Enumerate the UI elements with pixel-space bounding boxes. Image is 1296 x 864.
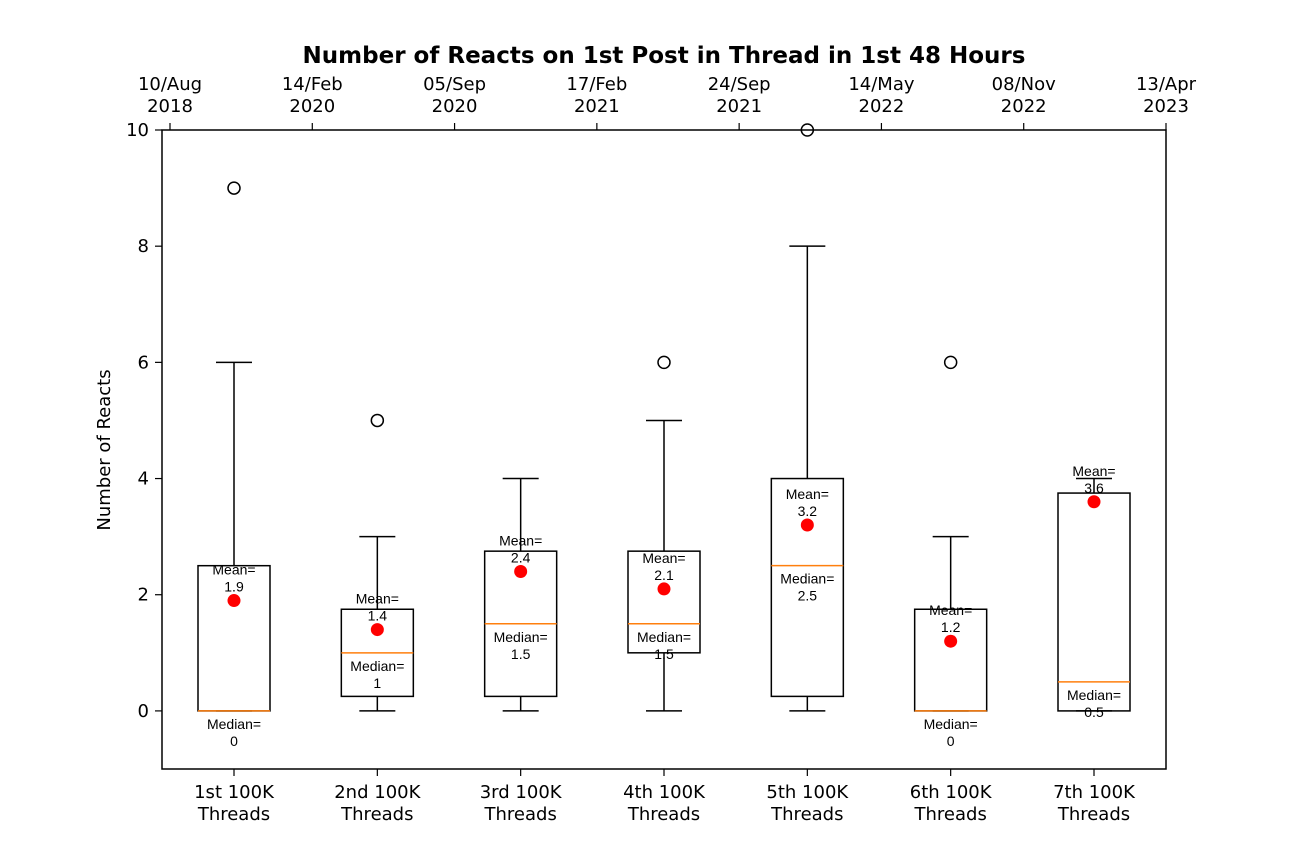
top-tick-label: 2022 — [1001, 96, 1047, 117]
x-tick-label: Threads — [914, 804, 987, 825]
y-tick-label: 2 — [138, 585, 149, 606]
mean-value-label: 1.9 — [224, 579, 244, 595]
top-tick-label: 2020 — [289, 96, 335, 117]
x-tick-label: Threads — [197, 804, 270, 825]
y-tick-label: 10 — [126, 120, 149, 141]
x-tick-label: Threads — [627, 804, 700, 825]
mean-label: Mean= — [212, 562, 255, 578]
y-tick-label: 8 — [138, 236, 149, 257]
x-tick-label: Threads — [1057, 804, 1130, 825]
x-tick-label: Threads — [770, 804, 843, 825]
median-value-label: 1 — [373, 675, 381, 691]
median-value-label: 1.5 — [654, 646, 674, 662]
median-label: Median= — [1067, 687, 1121, 703]
outlier-point — [227, 181, 241, 195]
top-tick-label: 2018 — [147, 96, 193, 117]
box-iqr — [770, 477, 845, 698]
median-label: Median= — [780, 571, 834, 587]
top-tick-label: 2023 — [1143, 96, 1189, 117]
mean-point — [514, 564, 528, 578]
top-tick-label: 10/Aug — [138, 74, 202, 95]
median-value-label: 0 — [947, 733, 955, 749]
mean-value-label: 1.2 — [941, 619, 961, 635]
box-iqr — [627, 550, 701, 654]
top-tick-label: 2021 — [716, 96, 762, 117]
mean-label: Mean= — [786, 486, 829, 502]
box-iqr — [1057, 492, 1131, 712]
median-label: Median= — [637, 629, 691, 645]
top-tick-label: 05/Sep — [423, 74, 486, 95]
mean-label: Mean= — [929, 602, 972, 618]
mean-point — [657, 582, 671, 596]
x-tick-label: 3rd 100K — [480, 782, 563, 803]
mean-label: Mean= — [499, 532, 542, 548]
mean-value-label: 2.1 — [654, 567, 674, 583]
y-tick-label: 0 — [138, 701, 149, 722]
mean-point — [1087, 495, 1101, 509]
mean-value-label: 1.4 — [368, 608, 388, 624]
top-tick-label: 08/Nov — [992, 74, 1056, 95]
mean-point — [800, 518, 814, 532]
y-tick-label: 6 — [138, 352, 149, 373]
median-value-label: 0 — [230, 733, 238, 749]
x-tick-label: 5th 100K — [766, 782, 849, 803]
x-tick-label: 6th 100K — [910, 782, 993, 803]
outlier-point — [943, 355, 958, 370]
top-tick-label: 2021 — [574, 96, 620, 117]
outlier-point — [657, 355, 671, 370]
mean-value-label: 3.6 — [1084, 480, 1104, 496]
x-tick-label: 2nd 100K — [334, 782, 421, 803]
mean-label: Mean= — [1072, 463, 1115, 479]
x-tick-label: Threads — [484, 804, 557, 825]
y-tick-label: 4 — [138, 469, 149, 490]
mean-value-label: 2.4 — [511, 549, 531, 565]
top-tick-label: 14/Feb — [282, 74, 343, 95]
top-tick-label: 14/May — [848, 74, 915, 95]
median-label: Median= — [924, 716, 978, 732]
median-label: Median= — [207, 716, 261, 732]
median-label: Median= — [494, 629, 548, 645]
top-tick-label: 17/Feb — [566, 74, 627, 95]
x-tick-label: Threads — [340, 804, 413, 825]
mean-label: Mean= — [356, 591, 399, 607]
median-value-label: 0.5 — [1084, 704, 1104, 720]
top-tick-label: 2020 — [432, 96, 478, 117]
top-tick-label: 2022 — [859, 96, 905, 117]
median-label: Median= — [350, 658, 404, 674]
y-axis-label: Number of Reacts — [94, 369, 115, 530]
mean-point — [370, 623, 384, 637]
x-tick-label: 1st 100K — [194, 782, 275, 803]
top-tick-label: 24/Sep — [708, 74, 771, 95]
median-value-label: 2.5 — [798, 588, 818, 604]
outlier-point — [370, 413, 385, 428]
mean-point — [227, 594, 241, 608]
x-tick-label: 7th 100K — [1053, 782, 1136, 803]
mean-value-label: 3.2 — [798, 503, 818, 519]
chart-title: Number of Reacts on 1st Post in Thread i… — [303, 43, 1026, 69]
mean-point — [944, 634, 958, 648]
mean-label: Mean= — [642, 550, 685, 566]
top-tick-label: 13/Apr — [1136, 74, 1197, 95]
x-tick-label: 4th 100K — [623, 782, 706, 803]
plot-frame — [161, 129, 1167, 770]
median-value-label: 1.5 — [511, 646, 531, 662]
